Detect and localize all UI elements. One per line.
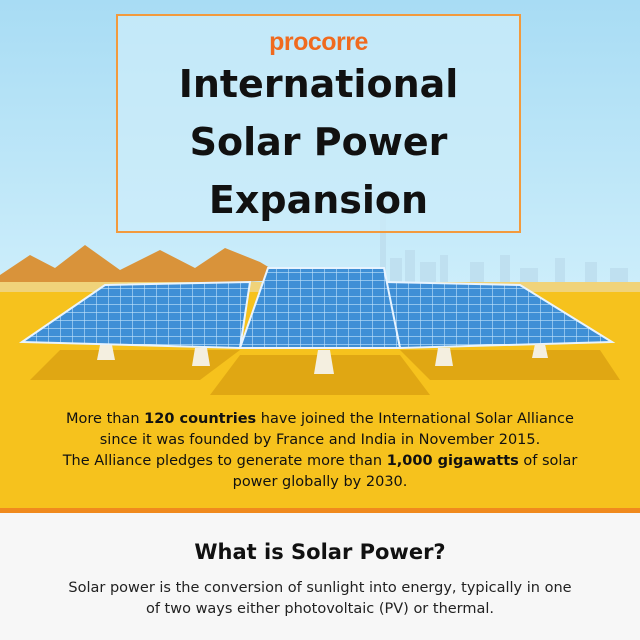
text: More than <box>66 411 145 427</box>
title-line: Solar Power <box>189 120 448 164</box>
solar-panels <box>18 267 616 350</box>
title-line: International <box>178 62 459 106</box>
intro-line: The Alliance pledges to generate more th… <box>0 451 640 472</box>
text: The Alliance pledges to generate more th… <box>62 453 387 469</box>
body-line: Solar power is the conversion of sunligh… <box>68 580 572 596</box>
intro-line: More than 120 countries have joined the … <box>0 409 640 430</box>
section-bg <box>0 513 640 640</box>
section-title: What is Solar Power? <box>194 540 446 564</box>
panel-shadows <box>30 350 620 395</box>
intro-line: since it was founded by France and India… <box>0 430 640 451</box>
text: power globally by 2030. <box>232 474 408 490</box>
intro-line: power globally by 2030. <box>0 472 640 493</box>
brand: procorre <box>269 28 368 56</box>
body-line: of two ways either photovoltaic (PV) or … <box>145 601 495 617</box>
text: have joined the International Solar Alli… <box>256 411 574 427</box>
text: of solar <box>518 453 578 469</box>
panel-stands <box>97 344 548 374</box>
highlight: 1,000 gigawatts <box>386 453 519 469</box>
text: since it was founded by France and India… <box>99 432 541 448</box>
title-line: Expansion <box>208 178 429 222</box>
divider <box>0 508 640 513</box>
title-box <box>116 14 521 233</box>
highlight: 120 countries <box>144 411 257 427</box>
mountains <box>0 245 290 290</box>
